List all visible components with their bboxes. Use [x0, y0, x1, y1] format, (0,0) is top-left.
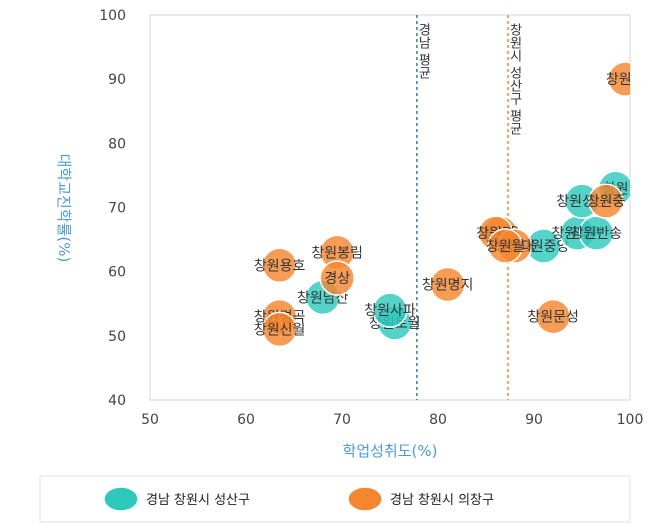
point-marker[interactable] [578, 215, 615, 251]
point-label: 창원사파 [364, 303, 416, 319]
reference-lines: 경남 평균 창원시 성산구 평균 [415, 15, 522, 400]
point-marker[interactable] [261, 247, 298, 283]
y-tick-label: 70 [108, 201, 126, 217]
reference-line-label: 창원시 성산구 평균 [507, 23, 522, 136]
x-tick-label: 60 [237, 412, 255, 428]
legend-item-uichang[interactable]: 경남 창원시 의창구 [347, 486, 494, 512]
x-axis-title: 학업성취도(%) [343, 442, 438, 460]
y-axis-ticks: 40 50 60 70 80 90 100 [99, 8, 126, 409]
point-marker[interactable] [487, 228, 523, 264]
point-label: 창원용호 [254, 258, 306, 274]
legend-label-seongsan: 경남 창원시 성산구 [146, 493, 250, 508]
x-tick-label: 80 [429, 412, 447, 428]
point-marker[interactable] [372, 292, 408, 328]
x-tick-label: 50 [141, 412, 159, 428]
point-label: 창원월 [486, 239, 525, 255]
reference-line-label: 경남 평균 [415, 23, 430, 80]
legend-item-seongsan[interactable]: 경남 창원시 성산구 [103, 486, 250, 512]
y-axis-title: 대학교진학률(%) [55, 154, 73, 263]
legend-marker-uichang [347, 486, 383, 512]
y-tick-label: 40 [108, 393, 126, 409]
point-label: 창원고 [606, 72, 645, 88]
y-tick-label: 50 [108, 329, 126, 345]
point-label: 창원반송 [571, 226, 623, 242]
point-label: 창원문성 [527, 310, 579, 326]
x-tick-label: 90 [525, 412, 543, 428]
point-marker[interactable] [535, 298, 571, 335]
point-label: 창원봉림 [311, 245, 363, 261]
point-label: 창원신월 [254, 322, 306, 338]
legend-label-uichang: 경남 창원시 의창구 [390, 493, 494, 508]
x-axis-ticks: 50 60 70 80 90 100 [141, 412, 643, 428]
point-marker[interactable] [429, 266, 466, 303]
point-marker[interactable] [261, 311, 298, 348]
y-tick-label: 60 [108, 265, 126, 281]
y-tick-label: 90 [108, 72, 126, 88]
x-tick-label: 70 [333, 412, 351, 428]
y-tick-label: 80 [108, 136, 126, 152]
legend-marker-seongsan [103, 486, 139, 512]
data-points: 창원토월창원사파창원남산창원중앙창원대원창원반송창원상남창원창원고창원중창원용창… [254, 61, 645, 348]
point-label: 경상 [324, 271, 350, 287]
y-tick-label: 100 [99, 8, 126, 24]
point-marker[interactable] [588, 183, 624, 219]
x-tick-label: 100 [617, 412, 644, 428]
point-marker[interactable] [607, 61, 642, 97]
point-label: 창원중 [587, 194, 626, 210]
point-marker[interactable] [319, 260, 355, 296]
point-label: 창원명지 [422, 278, 474, 294]
